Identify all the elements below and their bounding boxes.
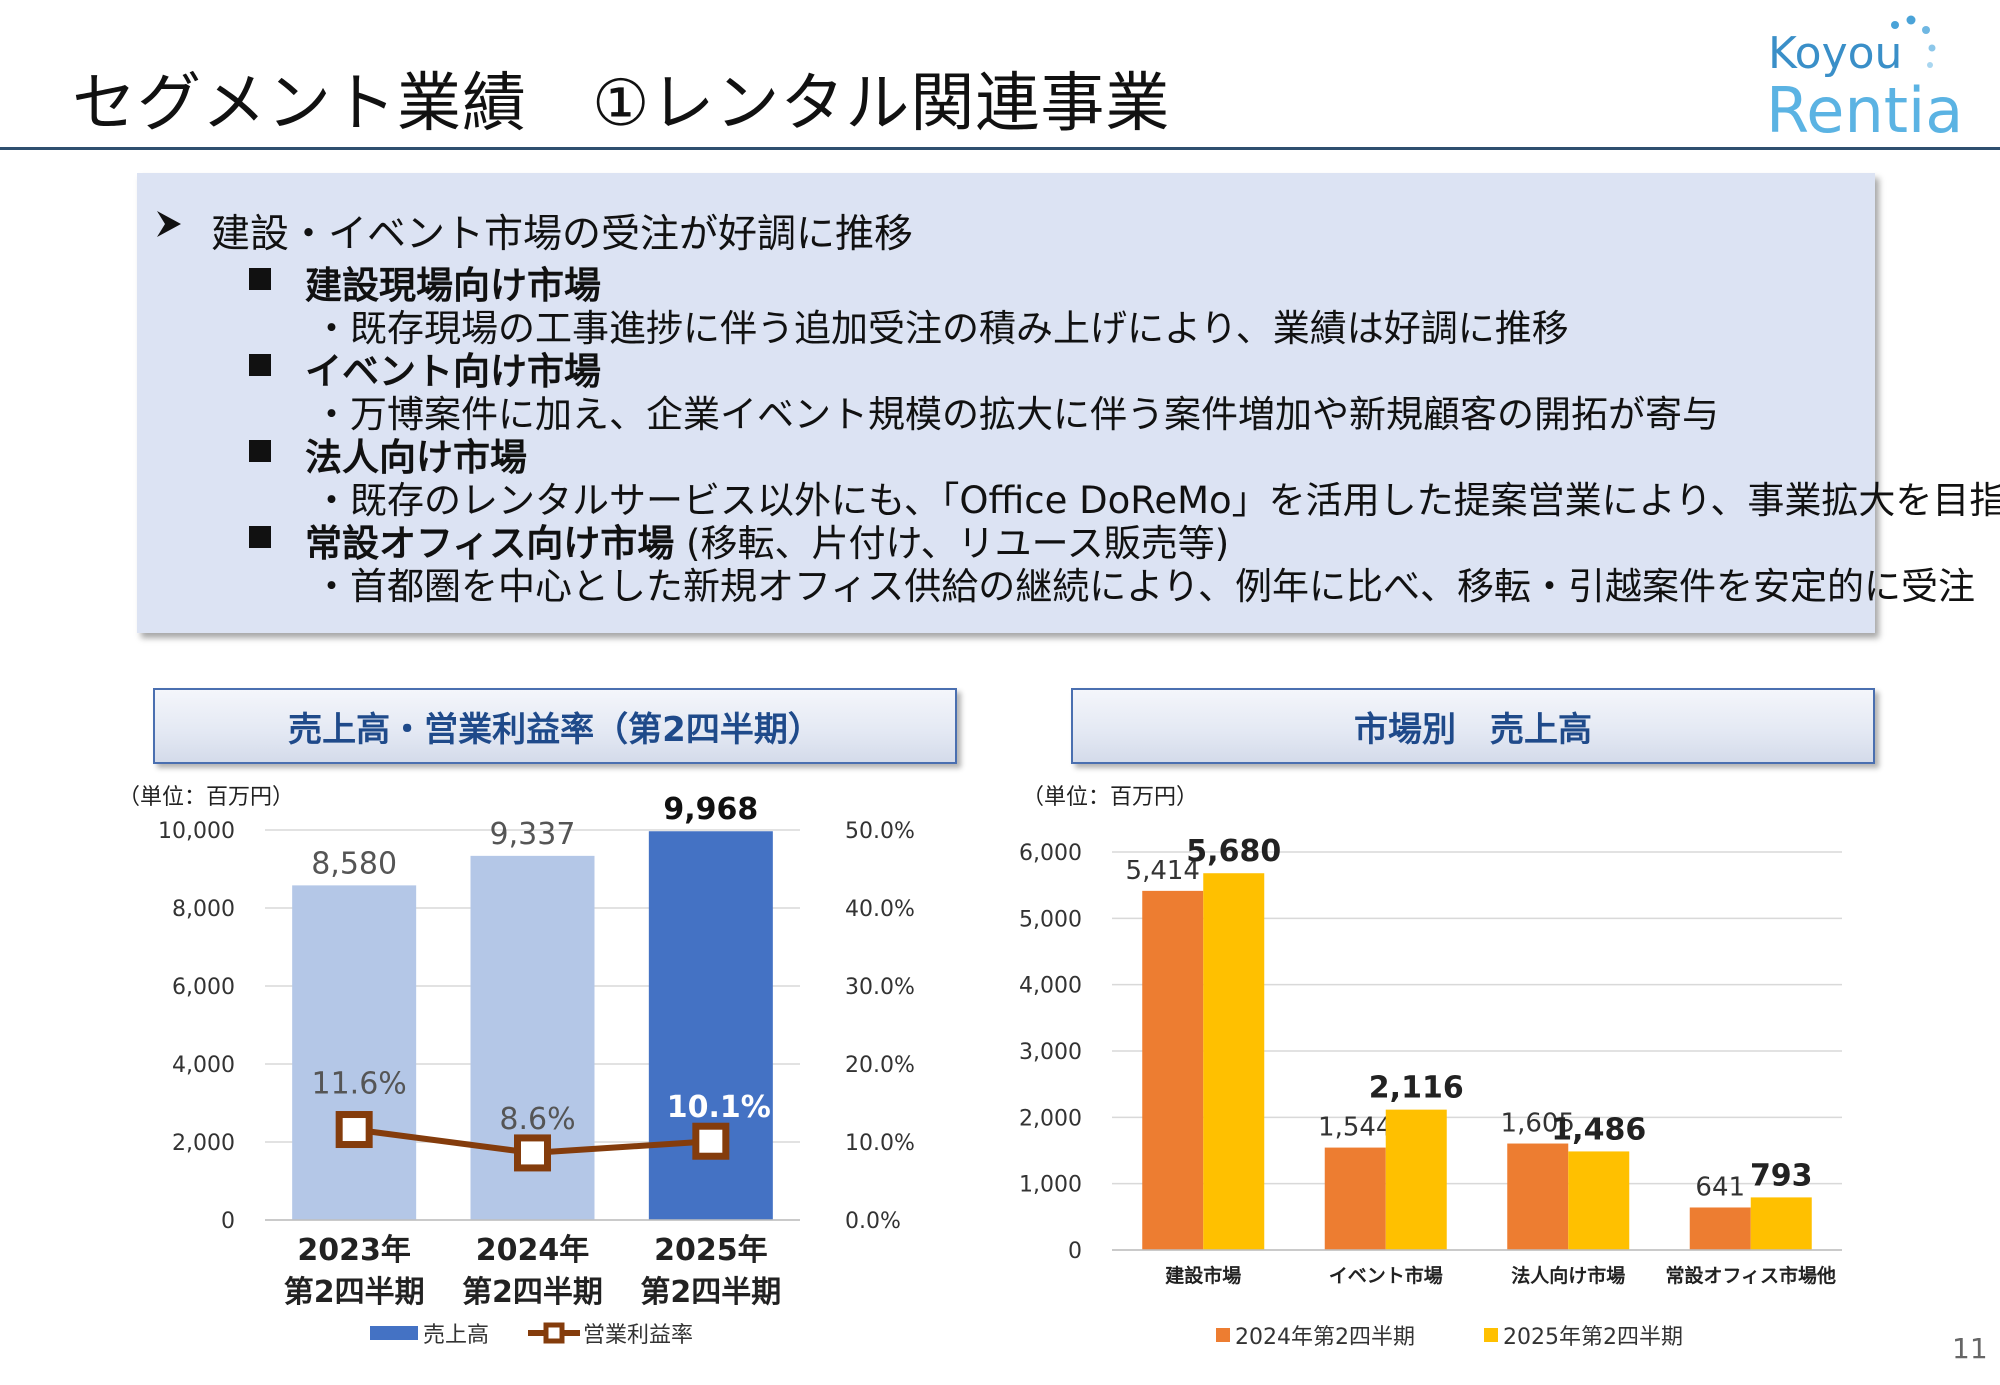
segment-heading: 建設現場向け市場	[305, 264, 601, 307]
bar-data-label: 1,544	[1318, 1113, 1392, 1143]
bar-data-label: 1,486	[1551, 1112, 1646, 1147]
x-tick-label: 2023年	[297, 1233, 411, 1268]
sales-bar	[292, 885, 417, 1220]
y2-tick-label: 0.0%	[845, 1209, 901, 1234]
y-tick-label: 3,000	[1019, 1040, 1082, 1065]
right-unit-label: （単位：百万円）	[1022, 785, 1199, 810]
bar-2024	[1324, 1147, 1386, 1250]
x-tick-label: イベント市場	[1329, 1264, 1443, 1287]
square-bullet-icon	[249, 354, 271, 376]
x-tick-label: 建設市場	[1165, 1264, 1241, 1287]
bar-2025	[1385, 1109, 1447, 1250]
bar-2024	[1142, 890, 1204, 1250]
logo-dot	[1928, 44, 1936, 52]
sales-data-label: 9,968	[663, 792, 758, 827]
left-unit-label: （単位：百万円）	[118, 785, 295, 810]
y-tick-label: 0	[1068, 1239, 1082, 1264]
bar-2024	[1689, 1207, 1751, 1250]
legend-swatch-2025	[1484, 1328, 1498, 1342]
logo-dot	[1922, 26, 1930, 34]
y2-tick-label: 10.0%	[845, 1131, 915, 1156]
y2-tick-label: 20.0%	[845, 1053, 915, 1078]
margin-marker	[514, 1134, 551, 1172]
sales-data-label: 8,580	[311, 846, 397, 881]
y-tick-label: 4,000	[1019, 974, 1082, 999]
square-bullet-icon	[249, 526, 271, 548]
y2-tick-label: 40.0%	[845, 897, 915, 922]
x-tick-label: 第2四半期	[284, 1275, 425, 1310]
logo-dot	[1906, 15, 1916, 25]
summary-lead: 建設・イベント市場の受注が好調に推移	[211, 212, 914, 257]
y-tick-label: 5,000	[1019, 907, 1082, 932]
logo-dot	[1891, 21, 1899, 29]
y2-tick-label: 50.0%	[845, 819, 915, 844]
y-tick-label: 0	[221, 1209, 235, 1234]
logo-text-bottom: Rentia	[1766, 74, 1963, 145]
market-sales-chart: 0 1,000 2,000 3,000 4,000 5,000 6,000 5,4145,68…	[1019, 834, 1842, 1350]
right-chart-header: 市場別 売上高	[1071, 688, 1875, 764]
bar-data-label: 793	[1750, 1158, 1813, 1193]
legend-swatch-margin-marker	[543, 1322, 565, 1344]
y-tick-label: 6,000	[1019, 841, 1082, 866]
bar-data-label: 2,116	[1369, 1071, 1464, 1106]
x-tick-label: 法人向け市場	[1511, 1264, 1625, 1287]
arrow-bullet-icon	[155, 205, 183, 248]
margin-data-label: 8.6%	[499, 1102, 575, 1137]
margin-data-label: 11.6%	[312, 1067, 407, 1102]
legend-swatch-2024	[1216, 1328, 1230, 1342]
x-tick-label: 第2四半期	[640, 1275, 781, 1310]
segment-heading: 常設オフィス向け市場 (移転、片付け、リユース販売等)	[305, 522, 1230, 565]
margin-marker	[335, 1111, 373, 1149]
legend-label: 売上高	[423, 1323, 489, 1348]
sales-data-label: 9,337	[490, 817, 576, 852]
y-tick-label: 1,000	[1019, 1173, 1082, 1198]
bar-2025	[1750, 1197, 1812, 1250]
legend-label: 2025年第2四半期	[1503, 1325, 1683, 1350]
y-tick-label: 8,000	[172, 897, 235, 922]
segment-heading: 法人向け市場	[305, 436, 527, 479]
y2-tick-label: 30.0%	[845, 975, 915, 1000]
margin-data-label: 10.1%	[667, 1090, 771, 1125]
square-bullet-icon	[249, 268, 271, 290]
y-tick-label: 10,000	[158, 819, 235, 844]
bar-data-label: 5,414	[1126, 856, 1200, 886]
legend-label: 2024年第2四半期	[1235, 1325, 1415, 1350]
bar-2025	[1203, 873, 1265, 1250]
company-logo: Koyou Rentia	[1766, 15, 1963, 145]
y-tick-label: 4,000	[172, 1053, 235, 1078]
y-tick-label: 2,000	[172, 1131, 235, 1156]
legend-label: 営業利益率	[583, 1323, 693, 1348]
square-bullet-icon	[249, 440, 271, 462]
segment-heading: イベント向け市場	[305, 350, 601, 393]
left-chart-header: 売上高・営業利益率（第2四半期）	[153, 688, 957, 764]
x-tick-label: 常設オフィス市場他	[1665, 1264, 1836, 1287]
sales-bar	[648, 831, 773, 1220]
title-divider	[0, 147, 2000, 150]
margin-marker	[692, 1122, 730, 1160]
y-tick-label: 6,000	[172, 975, 235, 1000]
bar-2024	[1507, 1143, 1569, 1250]
segment-description: ・万博案件に加え、企業イベント規模の拡大に伴う案件増加や新規顧客の開拓が寄与	[313, 393, 1719, 436]
segment-description: ・既存のレンタルサービス以外にも、「Office DoReMo」を活用した提案営…	[313, 479, 2000, 522]
x-tick-label: 第2四半期	[462, 1275, 603, 1310]
bar-data-label: 1,605	[1501, 1109, 1575, 1139]
bar-data-label: 641	[1695, 1172, 1745, 1202]
page-number: 11	[1952, 1332, 1988, 1365]
summary-box: 建設・イベント市場の受注が好調に推移 建設現場向け市場 ・既存現場の工事進捗に伴…	[137, 173, 2000, 633]
y-tick-label: 2,000	[1019, 1106, 1082, 1131]
bar-data-label: 5,680	[1186, 834, 1281, 869]
x-tick-label: 2025年	[654, 1233, 768, 1268]
logo-text-top: Koyou	[1768, 28, 1902, 79]
segment-description: ・既存現場の工事進捗に伴う追加受注の積み上げにより、業績は好調に推移	[313, 307, 1569, 350]
logo-dot	[1927, 62, 1933, 68]
sales-margin-chart: 0 2,000 4,000 6,000 8,000 10,000 0.0% 10.0% 20.0…	[158, 792, 915, 1348]
segment-description: ・首都圏を中心とした新規オフィス供給の継続により、例年に比べ、移転・引越案件を安…	[313, 565, 1976, 608]
page-title: セグメント業績 ①レンタル関連事業	[72, 67, 1171, 141]
bar-2025	[1568, 1151, 1630, 1250]
x-tick-label: 2024年	[476, 1233, 590, 1268]
legend-swatch-sales	[370, 1326, 418, 1340]
